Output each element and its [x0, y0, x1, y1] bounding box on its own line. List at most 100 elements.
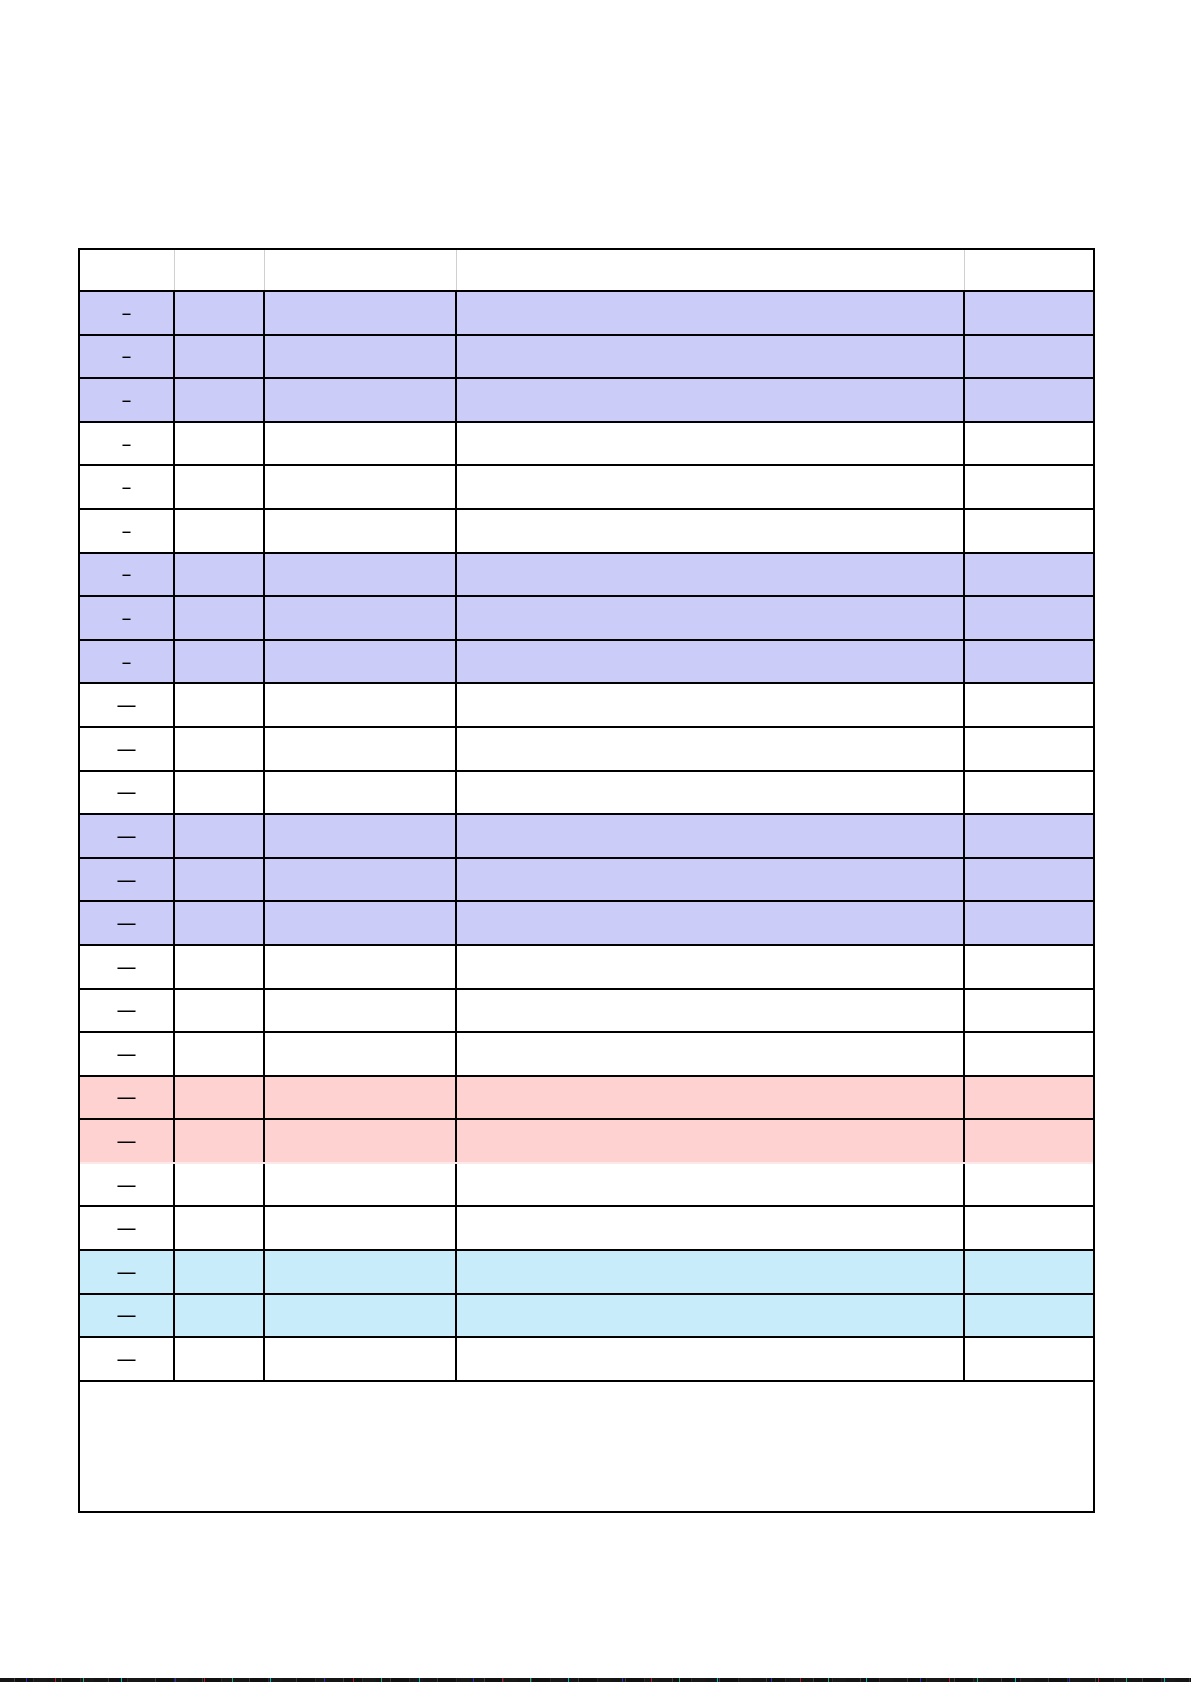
empty-cell — [173, 901, 264, 946]
empty-cell — [963, 1032, 1093, 1077]
dash-cell: – — [80, 291, 174, 336]
empty-cell — [963, 726, 1093, 772]
header-row — [80, 250, 1093, 292]
empty-cell — [173, 639, 264, 685]
table-row: — — [80, 944, 1093, 990]
empty-cell — [263, 683, 456, 728]
empty-cell — [455, 465, 964, 510]
empty-cell — [173, 857, 264, 903]
empty-cell — [173, 1162, 264, 1208]
table-row: — — [80, 857, 1093, 903]
empty-cell — [963, 1206, 1093, 1252]
dash-cell: — — [80, 1293, 174, 1339]
dash-cell: — — [80, 814, 174, 859]
empty-cell — [455, 1206, 964, 1252]
bottom-noise-strip — [0, 1678, 1191, 1682]
empty-cell — [263, 1119, 456, 1164]
dash-cell: – — [80, 508, 174, 554]
dash-cell: — — [80, 1119, 174, 1164]
empty-cell — [963, 1337, 1093, 1382]
empty-cell — [173, 378, 264, 423]
empty-cell — [263, 770, 456, 816]
empty-cell — [263, 378, 456, 423]
table-row: — — [80, 988, 1093, 1034]
table-row: — — [80, 814, 1093, 859]
empty-cell — [455, 1075, 964, 1121]
empty-cell — [455, 901, 964, 946]
empty-cell — [963, 944, 1093, 990]
table-row: – — [80, 378, 1093, 423]
empty-cell — [963, 770, 1093, 816]
empty-cell — [963, 508, 1093, 554]
table-row: — — [80, 1206, 1093, 1252]
header-cell-2 — [173, 250, 264, 292]
empty-cell — [173, 1293, 264, 1339]
empty-cell — [455, 944, 964, 990]
empty-cell — [263, 508, 456, 554]
empty-cell — [963, 552, 1093, 598]
empty-cell — [263, 1293, 456, 1339]
dash-cell: — — [80, 944, 174, 990]
empty-cell — [455, 639, 964, 685]
dash-cell: – — [80, 421, 174, 467]
empty-cell — [263, 465, 456, 510]
table-row: — — [80, 1162, 1093, 1208]
table-row: — — [80, 1075, 1093, 1121]
dash-cell: — — [80, 988, 174, 1034]
dash-cell: — — [80, 1162, 174, 1208]
empty-cell — [263, 857, 456, 903]
table-row: – — [80, 552, 1093, 598]
empty-cell — [173, 552, 264, 598]
dash-cell: – — [80, 552, 174, 598]
empty-cell — [263, 1075, 456, 1121]
empty-cell — [455, 508, 964, 554]
dash-cell: — — [80, 1032, 174, 1077]
empty-cell — [963, 1075, 1093, 1121]
table-row: — — [80, 770, 1093, 816]
empty-cell — [455, 334, 964, 380]
empty-cell — [455, 1250, 964, 1295]
dash-cell: — — [80, 770, 174, 816]
empty-cell — [963, 378, 1093, 423]
empty-cell — [963, 639, 1093, 685]
empty-cell — [263, 291, 456, 336]
empty-cell — [455, 291, 964, 336]
empty-cell — [173, 1119, 264, 1164]
empty-cell — [963, 1250, 1093, 1295]
header-cell-1 — [80, 250, 174, 292]
table-body: – – – – – – – — [80, 291, 1093, 1382]
table-row: — — [80, 1293, 1093, 1339]
empty-cell — [455, 1032, 964, 1077]
table-row: – — [80, 596, 1093, 641]
empty-cell — [963, 857, 1093, 903]
empty-cell — [263, 988, 456, 1034]
empty-cell — [963, 291, 1093, 336]
empty-cell — [455, 1162, 964, 1208]
dash-cell: – — [80, 465, 174, 510]
empty-cell — [963, 901, 1093, 946]
empty-cell — [455, 770, 964, 816]
table-row: – — [80, 421, 1093, 467]
empty-cell — [263, 596, 456, 641]
empty-cell — [263, 1250, 456, 1295]
empty-cell — [263, 901, 456, 946]
table-row: — — [80, 1337, 1093, 1382]
empty-cell — [963, 814, 1093, 859]
table-row: — — [80, 901, 1093, 946]
dash-cell: — — [80, 1075, 174, 1121]
empty-cell — [455, 814, 964, 859]
empty-cell — [173, 988, 264, 1034]
empty-cell — [455, 1119, 964, 1164]
table-grid: – – – – – – – — [80, 250, 1093, 1382]
table-row: – — [80, 508, 1093, 554]
empty-cell — [963, 334, 1093, 380]
table-row: — — [80, 1119, 1093, 1164]
empty-cell — [455, 596, 964, 641]
empty-cell — [173, 1250, 264, 1295]
empty-cell — [263, 1162, 456, 1208]
empty-cell — [963, 1119, 1093, 1164]
table-row: – — [80, 334, 1093, 380]
empty-cell — [455, 726, 964, 772]
empty-cell — [173, 944, 264, 990]
